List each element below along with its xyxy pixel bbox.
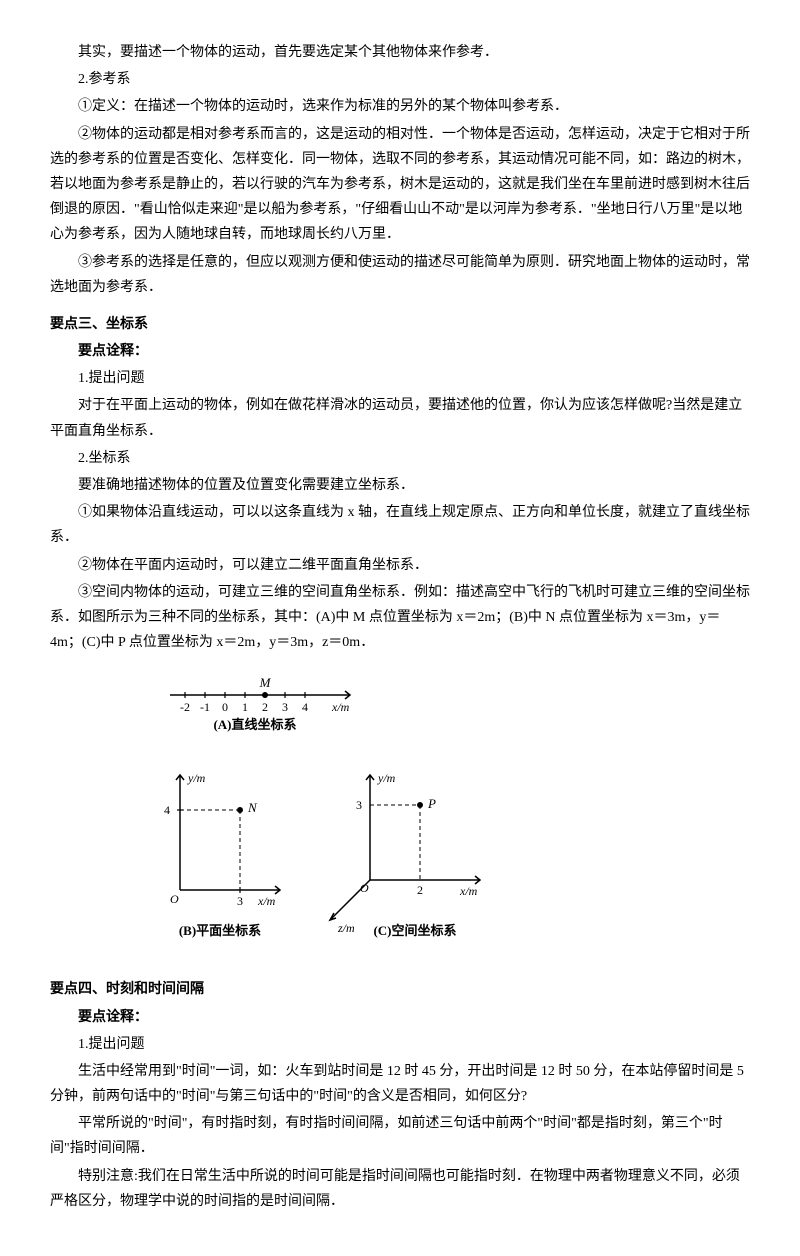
figure-c-caption: (C)空间坐标系 <box>373 923 456 938</box>
section-heading-4: 要点四、时刻和时间间隔 <box>50 977 750 1002</box>
axis-label-x: x/m <box>459 884 478 898</box>
origin-label: O <box>360 881 369 895</box>
point-N-label: N <box>247 800 258 815</box>
tick-label-x: 2 <box>417 883 423 897</box>
paragraph: 平常所说的"时间"，有时指时刻，有时指时间间隔，如前述三句话中前两个"时间"都是… <box>50 1111 750 1161</box>
paragraph: ①如果物体沿直线运动，可以以这条直线为 x 轴，在直线上规定原点、正方向和单位长… <box>50 500 750 550</box>
paragraph: ①定义：在描述一个物体的运动时，选来作为标准的另外的某个物体叫参考系． <box>50 94 750 119</box>
tick-label-x: 3 <box>237 894 243 908</box>
paragraph: 对于在平面上运动的物体，例如在做花样滑冰的运动员，要描述他的位置，你认为应该怎样… <box>50 393 750 443</box>
tick-label: 4 <box>302 700 308 714</box>
tick-label-y: 3 <box>356 798 362 812</box>
tick-label-y: 4 <box>164 803 170 817</box>
axis-label-x: x/m <box>257 894 276 908</box>
paragraph: ②物体的运动都是相对参考系而言的，这是运动的相对性．一个物体是否运动，怎样运动，… <box>50 122 750 248</box>
paragraph: 其实，要描述一个物体的运动，首先要选定某个其他物体来作参考． <box>50 40 750 65</box>
figure-b-plane-coord: y/m x/m O N 4 3 (B)平面坐标系 <box>164 771 280 938</box>
tick-label: -2 <box>180 700 190 714</box>
paragraph: ③参考系的选择是任意的，但应以观测方便和使运动的描述尽可能简单为原则．研究地面上… <box>50 250 750 300</box>
figure-a-caption: (A)直线坐标系 <box>213 717 296 732</box>
paragraph: 1.提出问题 <box>50 1032 750 1057</box>
section-heading-3: 要点三、坐标系 <box>50 312 750 337</box>
axis-label-x: x/m <box>331 700 350 714</box>
figure-c-space-coord: y/m x/m z/m O P 3 2 (C)空间坐标系 <box>330 771 480 938</box>
tick-label: 0 <box>222 700 228 714</box>
paragraph: 2.参考系 <box>50 67 750 92</box>
axis-label-y: y/m <box>187 771 206 785</box>
paragraph: 要准确地描述物体的位置及位置变化需要建立坐标系． <box>50 473 750 498</box>
tick-label: 2 <box>262 700 268 714</box>
tick-label: 3 <box>282 700 288 714</box>
section-subheading: 要点诠释： <box>50 339 750 364</box>
axis-label-y: y/m <box>377 771 396 785</box>
coordinate-figures: -2 -1 0 1 2 3 4 x/m M (A)直线坐标系 y/m x/m O… <box>150 665 750 965</box>
coordinate-svg: -2 -1 0 1 2 3 4 x/m M (A)直线坐标系 y/m x/m O… <box>150 665 510 965</box>
axis-label-z: z/m <box>337 921 355 935</box>
point-M-label: M <box>259 675 272 690</box>
paragraph: ②物体在平面内运动时，可以建立二维平面直角坐标系． <box>50 553 750 578</box>
tick-label: -1 <box>200 700 210 714</box>
paragraph: 2.坐标系 <box>50 446 750 471</box>
tick-label: 1 <box>242 700 248 714</box>
section-subheading: 要点诠释： <box>50 1005 750 1030</box>
point-P-label: P <box>427 796 436 811</box>
figure-b-caption: (B)平面坐标系 <box>179 923 261 938</box>
paragraph: 特别注意:我们在日常生活中所说的时间可能是指时间间隔也可能指时刻．在物理中两者物… <box>50 1164 750 1214</box>
origin-label: O <box>170 892 179 906</box>
figure-a-line-coord: -2 -1 0 1 2 3 4 x/m M (A)直线坐标系 <box>170 675 350 732</box>
paragraph: 生活中经常用到"时间"一词，如：火车到站时间是 12 时 45 分，开出时间是 … <box>50 1059 750 1109</box>
paragraph: ③空间内物体的运动，可建立三维的空间直角坐标系．例如：描述高空中飞行的飞机时可建… <box>50 580 750 656</box>
paragraph: 1.提出问题 <box>50 366 750 391</box>
